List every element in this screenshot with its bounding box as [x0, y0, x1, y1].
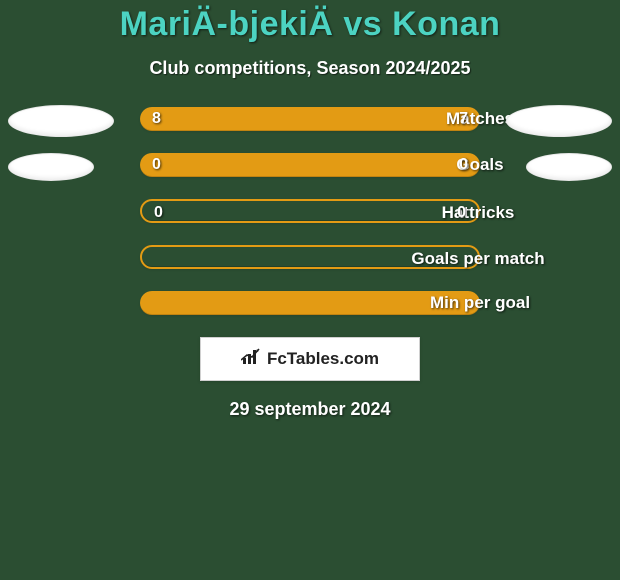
stat-label: Goals per match	[310, 247, 620, 271]
team-logo-right	[526, 153, 612, 181]
stat-bar: 0 Hattricks 0	[140, 199, 480, 223]
stat-value-left: 0	[154, 201, 163, 225]
stat-bar: 8 Matches 7	[140, 107, 480, 131]
stat-row: 0 Hattricks 0	[0, 199, 620, 227]
stat-label: Min per goal	[310, 291, 620, 315]
stat-row: 8 Matches 7	[0, 107, 620, 135]
stat-bar: Min per goal	[140, 291, 480, 315]
stat-row: 0 Goals 0	[0, 153, 620, 181]
page-subtitle: Club competitions, Season 2024/2025	[0, 58, 620, 79]
stat-bar: 0 Goals 0	[140, 153, 480, 177]
team-logo-left	[8, 105, 114, 137]
attribution-box[interactable]: FcTables.com	[200, 337, 420, 381]
stat-value-right: 0	[457, 201, 466, 225]
stat-value-left: 8	[152, 107, 161, 131]
stat-value-right: 7	[459, 107, 468, 131]
attribution-text: FcTables.com	[267, 349, 379, 369]
stat-bar: Goals per match	[140, 245, 480, 269]
stat-row: Goals per match	[0, 245, 620, 273]
page-title: MariÄ-bjekiÄ vs Konan	[0, 5, 620, 44]
team-logo-right	[506, 105, 612, 137]
stat-value-right: 0	[459, 153, 468, 177]
date-text: 29 september 2024	[0, 399, 620, 420]
chart-icon	[241, 348, 263, 371]
stat-row: Min per goal	[0, 291, 620, 319]
team-logo-left	[8, 153, 94, 181]
stat-value-left: 0	[152, 153, 161, 177]
stat-rows: 8 Matches 7 0 Goals 0 0 Hattricks 0 Goal…	[0, 107, 620, 319]
